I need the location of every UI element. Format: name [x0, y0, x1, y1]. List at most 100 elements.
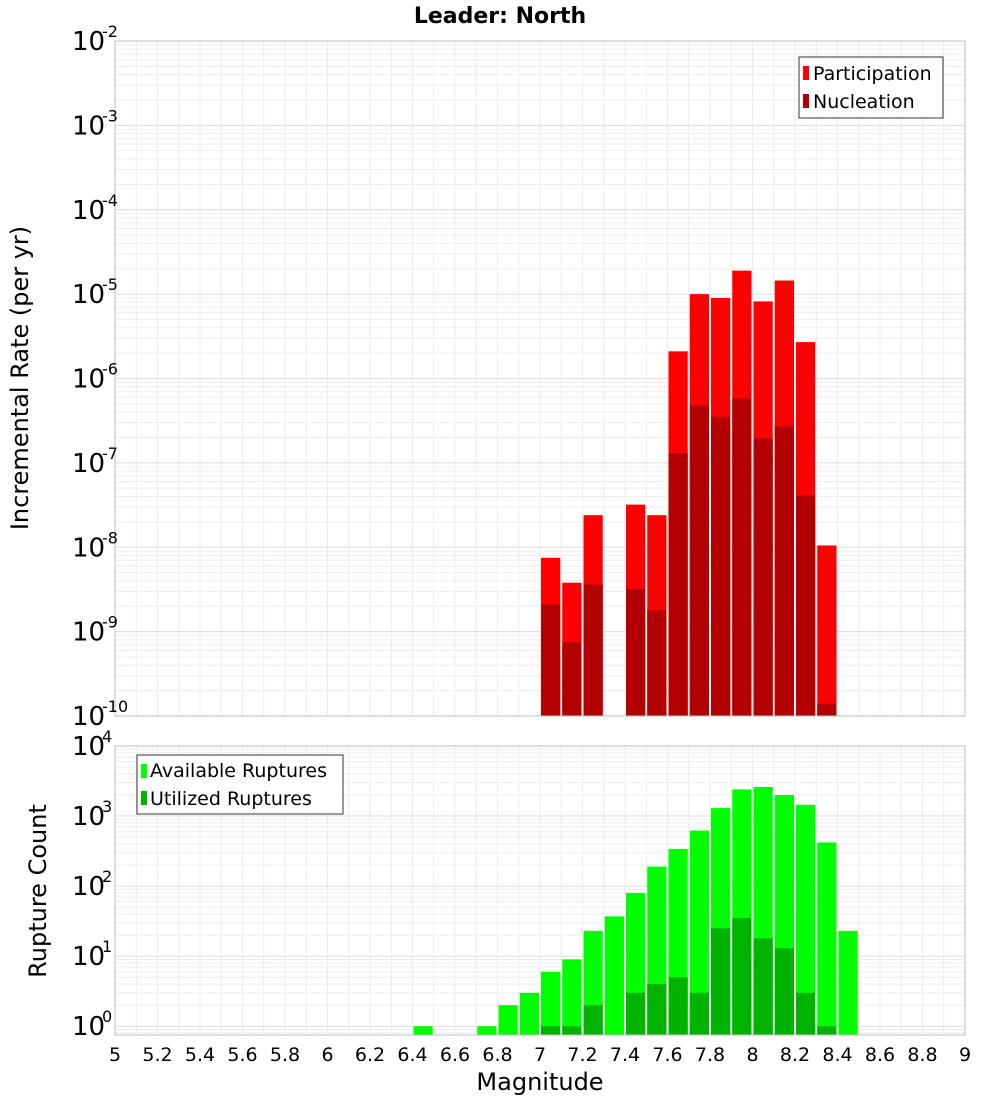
x-tick-label: 8.8: [907, 1044, 937, 1066]
bottom-bar-utilized-ruptures-8.35: [817, 1026, 837, 1035]
x-tick-label: 7: [534, 1044, 546, 1066]
bottom-bar-utilized-ruptures-7.95: [732, 918, 752, 1035]
legend-label-utilized: Utilized Ruptures: [150, 788, 312, 810]
bottom-y-tick-label: 10: [72, 872, 105, 902]
top-y-tick-label: 10: [72, 196, 105, 226]
x-tick-label: 7.2: [567, 1044, 597, 1066]
bottom-bar-utilized-ruptures-7.85: [711, 928, 731, 1035]
bottom-bar-utilized-ruptures-7.55: [647, 984, 667, 1035]
top-y-tick-label: 10: [72, 111, 105, 141]
bottom-y-tick-label: 10: [72, 942, 105, 972]
x-tick-labels: 5 5.2 5.4 5.6 5.8 6 6.2 6.4 6.6 6.8 7 7.2 7.4 7.6 7.8 8…: [109, 1044, 971, 1066]
x-tick-label: 7.4: [610, 1044, 640, 1066]
legend-swatch-utilized: [141, 791, 147, 805]
top-bar-nucleation-7.05: [541, 604, 561, 716]
bottom-bar-available-ruptures-7.35: [604, 916, 624, 1035]
bottom-bar-utilized-ruptures-7.25: [583, 1005, 603, 1035]
bottom-bar-available-ruptures-6.95: [519, 992, 539, 1035]
top-y-tick-label: 10: [72, 449, 105, 479]
top-y-tick-label: 10: [72, 280, 105, 310]
legend-label-available: Available Ruptures: [150, 760, 327, 782]
legend-label-participation: Participation: [813, 63, 932, 85]
bottom-bar-utilized-ruptures-8.25: [796, 992, 816, 1035]
top-bar-nucleation-7.75: [689, 405, 709, 716]
top-y-tick-label: 10: [72, 365, 105, 395]
bottom-y-tick-exponent: 0: [102, 1007, 112, 1026]
top-y-tick-exponent: -5: [102, 275, 118, 294]
x-tick-label: 5.2: [142, 1044, 172, 1066]
bottom-bar-available-ruptures-6.85: [498, 1005, 518, 1035]
top-bars: [541, 270, 837, 716]
top-bar-nucleation-7.55: [647, 610, 667, 716]
top-bar-nucleation-7.25: [583, 584, 603, 716]
top-bar-nucleation-8.05: [753, 438, 773, 716]
x-tick-label: 5.6: [227, 1044, 257, 1066]
bottom-legend-box: [136, 754, 344, 815]
top-y-tick-exponent: -3: [102, 106, 118, 125]
bottom-bar-utilized-ruptures-8.15: [774, 948, 794, 1035]
top-grid: [114, 40, 966, 717]
top-plot-area: [114, 40, 966, 717]
legend-swatch-nucleation: [803, 94, 809, 108]
top-y-tick-exponent: -10: [102, 697, 128, 716]
bottom-bar-available-ruptures-6.75: [477, 1026, 497, 1035]
x-tick-label: 6.2: [355, 1044, 385, 1066]
bottom-bar-utilized-ruptures-8.05: [753, 938, 773, 1035]
bottom-bar-available-ruptures-7.15: [562, 959, 582, 1035]
top-bar-nucleation-7.85: [711, 416, 731, 716]
x-tick-label: 5.4: [185, 1044, 215, 1066]
top-legend-box: [798, 56, 944, 119]
bottom-bar-available-ruptures-6.45: [413, 1026, 433, 1035]
x-tick-label: 6.6: [440, 1044, 470, 1066]
top-bar-nucleation-7.95: [732, 398, 752, 716]
x-tick-label: 8.2: [780, 1044, 810, 1066]
x-tick-label: 6.8: [482, 1044, 512, 1066]
bottom-y-tick-exponent: 3: [102, 797, 112, 816]
top-y-tick-label: 10: [72, 702, 105, 732]
bottom-y-tick-label: 10: [72, 802, 105, 832]
bottom-bar-utilized-ruptures-7.75: [689, 992, 709, 1035]
legend-label-nucleation: Nucleation: [813, 91, 915, 113]
top-y-tick-exponent: -2: [102, 22, 118, 41]
legend-swatch-participation: [803, 66, 809, 80]
top-bar-nucleation-7.45: [626, 589, 646, 716]
x-tick-label: 8.4: [822, 1044, 852, 1066]
x-tick-label: 7.8: [695, 1044, 725, 1066]
bottom-bar-available-ruptures-8.25: [796, 804, 816, 1035]
bottom-y-tick-exponent: 2: [102, 867, 112, 886]
top-bar-nucleation-7.65: [668, 453, 688, 716]
bottom-bar-available-ruptures-8.35: [817, 842, 837, 1035]
x-tick-label: 7.6: [652, 1044, 682, 1066]
top-y-tick-label: 10: [72, 27, 105, 57]
bottom-y-tick-exponent: 4: [102, 727, 112, 746]
x-tick-label: 9: [959, 1044, 971, 1066]
bottom-legend: Available Ruptures Utilized Ruptures: [136, 754, 344, 815]
legend-swatch-available: [141, 764, 147, 778]
bottom-bar-utilized-ruptures-7.45: [626, 992, 646, 1035]
bottom-y-tick-exponent: 1: [102, 937, 112, 956]
x-axis-label: Magnitude: [476, 1068, 603, 1096]
top-bar-nucleation-8.35: [817, 703, 837, 716]
bottom-plot-area: [114, 745, 966, 1036]
chart-title: Leader: North: [414, 4, 586, 29]
top-y-tick-label: 10: [72, 533, 105, 563]
x-tick-label: 6.4: [397, 1044, 427, 1066]
top-bar-nucleation-7.15: [562, 642, 582, 716]
top-y-tick-exponent: -8: [102, 528, 118, 547]
bottom-bar-utilized-ruptures-7.65: [668, 977, 688, 1035]
x-tick-label: 8: [746, 1044, 758, 1066]
top-y-tick-label: 10: [72, 618, 105, 648]
bottom-bar-utilized-ruptures-7.05: [541, 1026, 561, 1035]
bottom-bar-available-ruptures-7.05: [541, 971, 561, 1035]
top-y-tick-exponent: -9: [102, 613, 118, 632]
top-y-tick-exponent: -6: [102, 360, 118, 379]
bottom-bars: [413, 786, 858, 1035]
bottom-y-tick-label: 10: [72, 1012, 105, 1042]
x-tick-label: 8.6: [865, 1044, 895, 1066]
top-legend: Participation Nucleation: [798, 56, 944, 119]
x-tick-label: 6: [321, 1044, 333, 1066]
bottom-y-tick-label: 10: [72, 732, 105, 762]
top-y-axis-label: Incremental Rate (per yr): [6, 226, 34, 530]
